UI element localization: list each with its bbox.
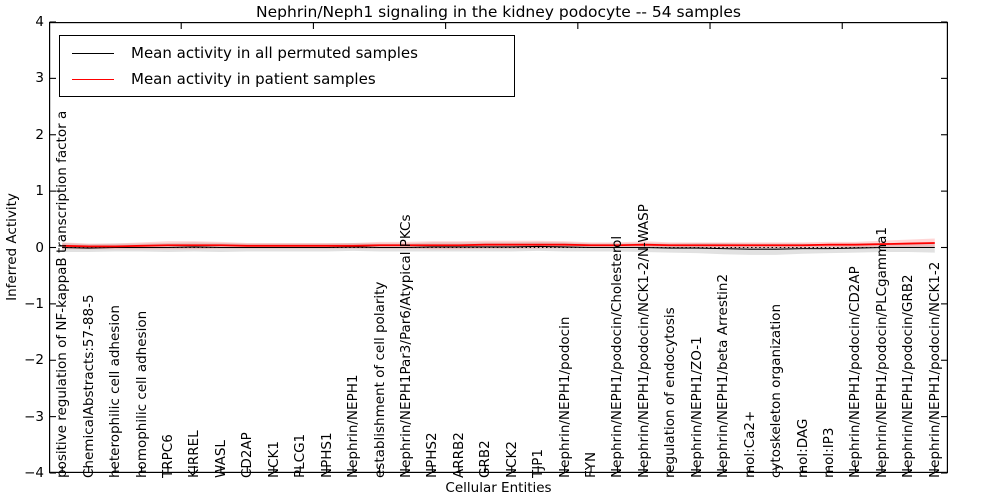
ytick-label: 2 bbox=[35, 126, 44, 143]
xtick-label: ChemicalAbstracts:57-88-5 bbox=[80, 294, 97, 478]
xtick-label: Nephrin/NEPH1/ZO-1 bbox=[688, 336, 705, 478]
xtick-label: NPHS2 bbox=[424, 432, 441, 478]
xtick-label: Nephrin/NEPH1/beta Arrestin2 bbox=[715, 273, 732, 478]
ytick-label: −2 bbox=[24, 352, 44, 369]
x-axis-label: Cellular Entities bbox=[445, 480, 552, 496]
y-axis-label: Inferred Activity bbox=[4, 193, 20, 301]
xtick-label: regulation of endocytosis bbox=[662, 307, 679, 478]
xtick-label: mol:IP3 bbox=[821, 427, 837, 478]
xtick-label: ARRB2 bbox=[450, 432, 467, 478]
xtick-label: TRPC6 bbox=[159, 434, 176, 478]
xtick-label: FYN bbox=[583, 451, 600, 478]
xtick-label: Nephrin/NEPH1/podocin bbox=[556, 316, 573, 478]
xtick-label: GRB2 bbox=[477, 440, 494, 478]
xtick-label: Nephrin/NEPH1/podocin/NCK1-2/N-WASP bbox=[635, 204, 652, 478]
ytick-label: 4 bbox=[35, 14, 44, 30]
xtick-label: NCK1 bbox=[265, 441, 282, 478]
xtick-label: Nephrin/NEPH1Par3/Par6/Atypical PKCs bbox=[397, 214, 414, 479]
legend-entry-patient: Mean activity in patient samples bbox=[72, 70, 514, 88]
series-line-permuted bbox=[62, 245, 935, 250]
xtick-label: Nephrin/NEPH1 bbox=[345, 374, 362, 478]
series-line-patient bbox=[62, 242, 935, 248]
xtick-label: NCK2 bbox=[503, 441, 520, 478]
xtick-label: Nephrin/NEPH1/podocin/PLCgamma1 bbox=[873, 226, 890, 478]
xtick-label: cytoskeleton organization bbox=[768, 303, 785, 478]
legend-label-permuted: Mean activity in all permuted samples bbox=[131, 44, 418, 62]
legend: Mean activity in all permuted samples Me… bbox=[59, 35, 515, 97]
legend-entry-permuted: Mean activity in all permuted samples bbox=[72, 44, 514, 62]
ytick-label: 1 bbox=[35, 183, 44, 200]
xtick-label: CD2AP bbox=[239, 432, 256, 478]
xtick-label: positive regulation of NF-kappaB transcr… bbox=[54, 110, 71, 478]
ytick-label: −4 bbox=[24, 465, 44, 481]
xtick-label: NPHS1 bbox=[318, 432, 335, 478]
xtick-label: Nephrin/NEPH1/podocin/GRB2 bbox=[900, 274, 917, 478]
ytick-label: −3 bbox=[24, 408, 44, 425]
xtick-label: mol:Ca2+ bbox=[741, 410, 758, 478]
xtick-label: homophilic cell adhesion bbox=[133, 310, 150, 478]
ytick-label: −1 bbox=[24, 295, 44, 312]
legend-line-patient-icon bbox=[72, 78, 114, 80]
xtick-label: WASL bbox=[212, 440, 229, 478]
legend-label-patient: Mean activity in patient samples bbox=[131, 70, 376, 88]
xtick-label: mol:DAG bbox=[794, 418, 811, 478]
xtick-label: Nephrin/NEPH1/podocin/CD2AP bbox=[847, 266, 864, 478]
xtick-label: PLCG1 bbox=[292, 433, 309, 478]
xtick-label: KIRREL bbox=[186, 430, 203, 478]
xtick-label: TJP1 bbox=[530, 449, 547, 478]
xtick-label: heterophilic cell adhesion bbox=[107, 305, 124, 478]
ytick-label: 3 bbox=[35, 70, 44, 87]
xtick-label: establishment of cell polarity bbox=[371, 281, 388, 478]
legend-line-permuted-icon bbox=[72, 52, 114, 54]
chart-title: Nephrin/Neph1 signaling in the kidney po… bbox=[256, 3, 741, 21]
xtick-label: Nephrin/NEPH1/podocin/NCK1-2 bbox=[926, 261, 943, 478]
ytick-label: 0 bbox=[35, 239, 44, 256]
xtick-label: Nephrin/NEPH1/podocin/Cholesterol bbox=[609, 235, 626, 478]
